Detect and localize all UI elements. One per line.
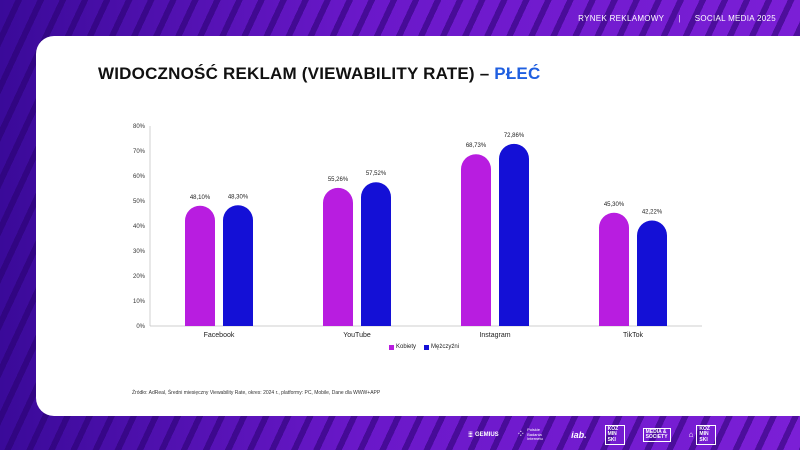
logo-pbi: ⁘ Polskie Badania Internetu	[517, 428, 553, 441]
y-tick-label: 80%	[133, 124, 146, 130]
bar-series-1	[185, 205, 215, 326]
header-right: SOCIAL MEDIA 2025	[694, 14, 776, 23]
y-tick-label: 70%	[133, 149, 146, 155]
legend-label-series-1: Kobiety	[396, 344, 417, 350]
x-tick-label: TikTok	[623, 332, 643, 339]
bar-series-1	[323, 187, 353, 326]
bar-series-1	[599, 212, 629, 326]
logo-gemius-text: GEMIUS	[475, 432, 499, 438]
legend-label-series-2: Mężczyźni	[431, 344, 460, 350]
bar-series-1	[461, 154, 491, 326]
page-title: WIDOCZNOŚĆ REKLAM (VIEWABILITY RATE) – P…	[98, 64, 540, 84]
y-tick-label: 40%	[133, 224, 146, 230]
source-note: Źródło: AdReal, Średni miesięczny Viewab…	[132, 390, 381, 396]
logo-gemius: ⁞⁞⁞ GEMIUS	[468, 432, 499, 439]
data-label: 45,30%	[604, 202, 625, 208]
legend-swatch-series-1	[389, 344, 394, 350]
y-tick-label: 60%	[133, 174, 146, 180]
title-main: WIDOCZNOŚĆ REKLAM (VIEWABILITY RATE) –	[98, 64, 490, 83]
gemius-icon: ⁞⁞⁞	[468, 431, 473, 439]
bar-series-2	[361, 182, 391, 326]
x-tick-label: Facebook	[204, 332, 235, 339]
logo-iab: iab.	[571, 429, 587, 440]
header-left: RYNEK REKLAMOWY	[578, 14, 665, 23]
y-tick-label: 0%	[136, 324, 145, 330]
header-separator: |	[678, 14, 681, 23]
x-tick-label: YouTube	[343, 332, 371, 339]
header: RYNEK REKLAMOWY | SOCIAL MEDIA 2025	[578, 14, 776, 23]
data-label: 57,52%	[366, 171, 387, 177]
y-tick-label: 10%	[133, 299, 146, 305]
y-tick-label: 30%	[133, 249, 146, 255]
data-label: 68,73%	[466, 143, 487, 149]
data-label: 55,26%	[328, 177, 349, 183]
data-label: 72,86%	[504, 133, 525, 139]
content-card	[36, 36, 800, 416]
pbi-icon: ⁘	[516, 429, 525, 441]
data-label: 48,10%	[190, 195, 211, 201]
bar-series-2	[637, 220, 667, 326]
logo-kozminski-2-text: KOZ MIN SKI	[696, 425, 717, 445]
logo-kozminski-2: ⌂ KOZ MIN SKI	[689, 425, 717, 445]
logo-media-society: MEDIA & SOCIETY	[642, 427, 671, 443]
data-label: 42,22%	[642, 209, 663, 215]
logo-kozminski-1: KOZ MIN SKI	[604, 425, 625, 445]
chart-legend: Kobiety Mężczyźni	[389, 344, 459, 350]
kozminski-crest-icon: ⌂	[688, 430, 694, 439]
title-accent: PŁEĆ	[494, 64, 541, 83]
legend-item-series-2: Mężczyźni	[424, 344, 459, 350]
data-label: 48,30%	[228, 194, 249, 200]
legend-item-series-1: Kobiety	[389, 344, 416, 350]
logo-pbi-text: Polskie Badania Internetu	[527, 427, 543, 442]
bar-series-2	[223, 205, 253, 326]
y-tick-label: 20%	[133, 274, 146, 280]
legend-swatch-series-2	[424, 344, 430, 350]
y-tick-label: 50%	[133, 199, 146, 205]
x-tick-label: Instagram	[479, 332, 510, 339]
footer-logos: ⁞⁞⁞ GEMIUS ⁘ Polskie Badania Internetu i…	[468, 425, 717, 445]
bar-series-2	[499, 143, 529, 326]
